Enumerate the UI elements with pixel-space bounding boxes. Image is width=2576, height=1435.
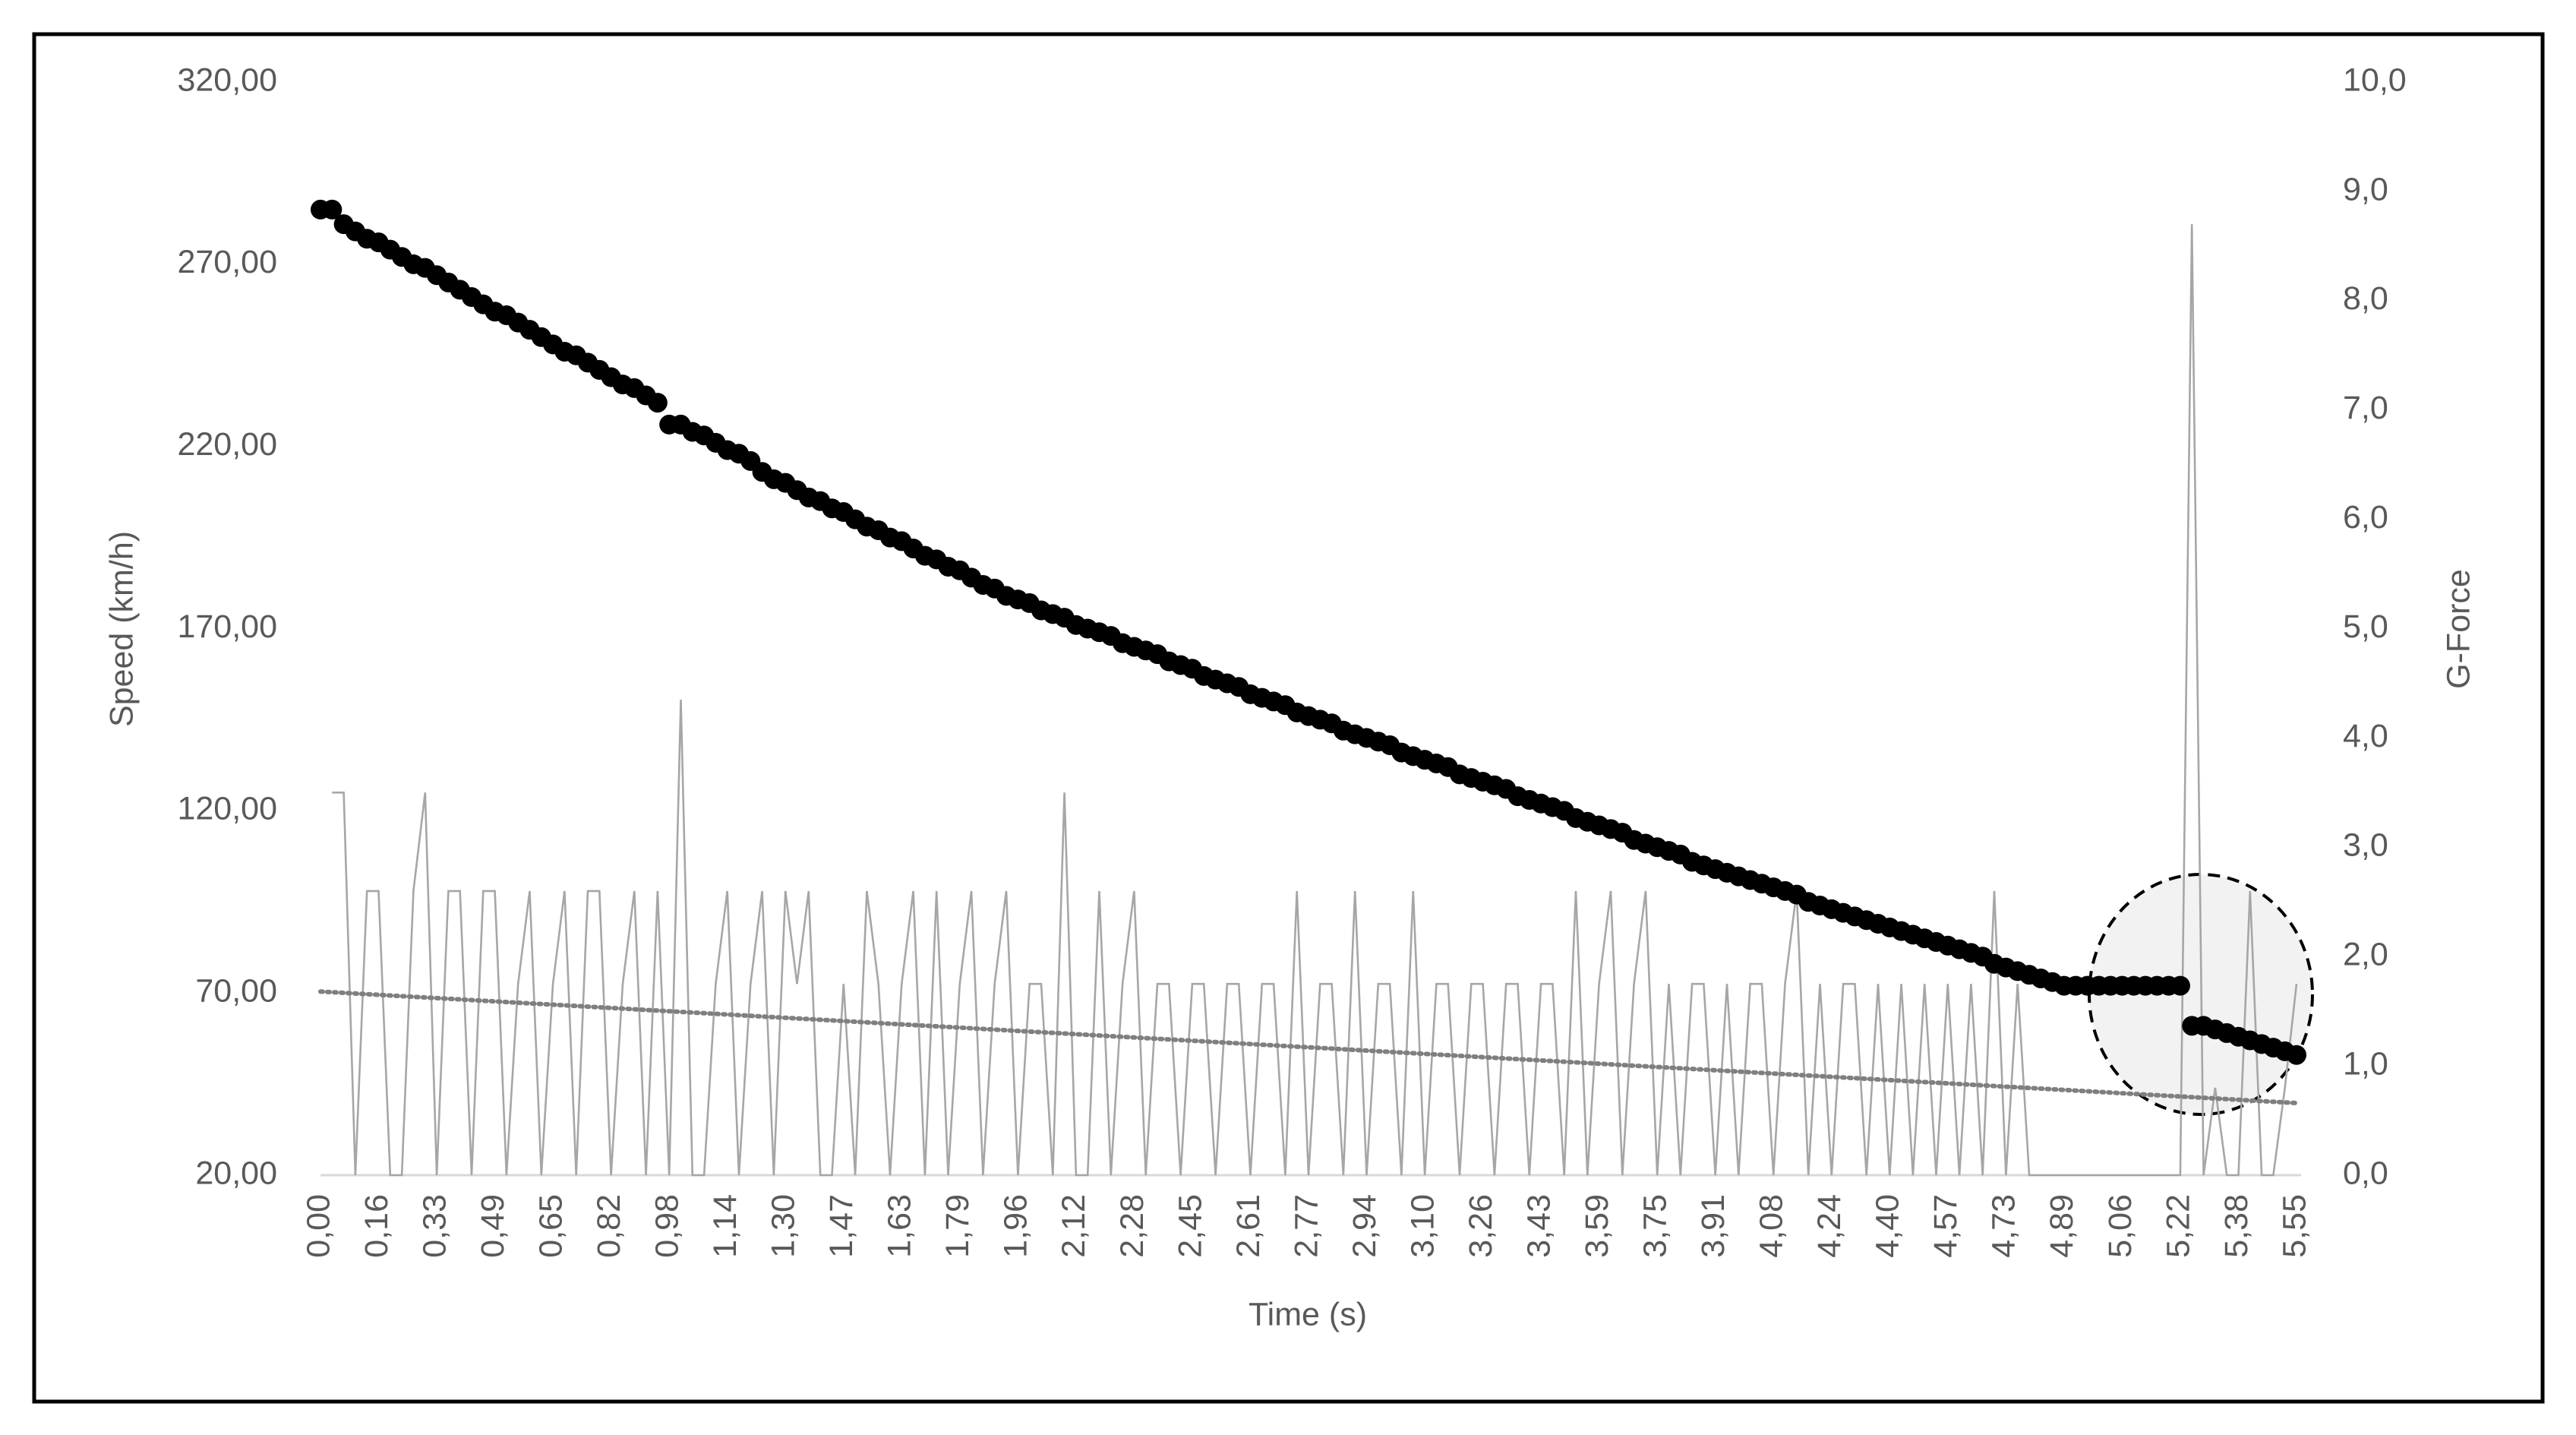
x-tick-label: 0,16 bbox=[358, 1194, 395, 1258]
y-tick-label: 320,00 bbox=[177, 62, 277, 98]
y2-tick-label: 0,0 bbox=[2343, 1155, 2388, 1191]
y2-tick-label: 8,0 bbox=[2343, 280, 2388, 317]
x-tick-label: 4,89 bbox=[2044, 1194, 2080, 1258]
y-axis-title: Speed (km/h) bbox=[103, 531, 140, 727]
y2-tick-label: 2,0 bbox=[2343, 937, 2388, 973]
x-tick-label: 1,79 bbox=[939, 1194, 976, 1258]
x-tick-label: 0,33 bbox=[416, 1194, 453, 1258]
x-tick-label: 5,55 bbox=[2276, 1194, 2312, 1258]
x-tick-label: 1,96 bbox=[998, 1194, 1034, 1258]
y2-tick-label: 9,0 bbox=[2343, 171, 2388, 207]
y-tick-label: 70,00 bbox=[195, 973, 277, 1010]
x-tick-label: 3,91 bbox=[1695, 1194, 1732, 1258]
x-tick-label: 3,59 bbox=[1579, 1194, 1615, 1258]
y2-tick-label: 1,0 bbox=[2343, 1045, 2388, 1082]
y-tick-label: 120,00 bbox=[177, 791, 277, 827]
y2-tick-label: 7,0 bbox=[2343, 390, 2388, 426]
x-tick-label: 0,98 bbox=[649, 1194, 686, 1258]
y-tick-label: 220,00 bbox=[177, 426, 277, 463]
x-tick-label: 2,61 bbox=[1230, 1194, 1267, 1258]
x-tick-label: 0,82 bbox=[591, 1194, 627, 1258]
y-tick-label: 170,00 bbox=[177, 608, 277, 645]
y2-tick-label: 3,0 bbox=[2343, 827, 2388, 864]
speed-marker bbox=[2287, 1045, 2306, 1065]
x-tick-label: 5,22 bbox=[2160, 1194, 2196, 1258]
x-tick-label: 1,63 bbox=[882, 1194, 918, 1258]
x-tick-label: 5,38 bbox=[2218, 1194, 2255, 1258]
x-tick-label: 0,00 bbox=[300, 1194, 336, 1258]
speed-marker bbox=[647, 393, 668, 413]
x-tick-label: 4,73 bbox=[1986, 1194, 2022, 1258]
y2-tick-label: 6,0 bbox=[2343, 499, 2388, 536]
x-tick-label: 4,24 bbox=[1811, 1194, 1848, 1258]
y2-tick-label: 5,0 bbox=[2343, 608, 2388, 645]
y2-tick-label: 10,0 bbox=[2343, 62, 2407, 98]
x-tick-label: 5,06 bbox=[2102, 1194, 2139, 1258]
x-tick-label: 4,40 bbox=[1870, 1194, 1906, 1258]
x-tick-label: 2,12 bbox=[1056, 1194, 1092, 1258]
x-tick-label: 1,47 bbox=[823, 1194, 860, 1258]
x-tick-label: 2,45 bbox=[1172, 1194, 1208, 1258]
x-tick-label: 2,94 bbox=[1346, 1194, 1383, 1258]
x-tick-label: 4,08 bbox=[1754, 1194, 1790, 1258]
chart-border bbox=[32, 32, 2545, 1404]
x-tick-label: 3,10 bbox=[1404, 1194, 1441, 1258]
y2-axis-title: G-Force bbox=[2440, 569, 2477, 689]
speed-marker bbox=[2170, 975, 2190, 996]
x-tick-label: 0,65 bbox=[532, 1194, 569, 1258]
x-axis-title: Time (s) bbox=[1249, 1296, 1367, 1332]
x-tick-label: 3,75 bbox=[1637, 1194, 1674, 1258]
x-tick-label: 2,28 bbox=[1114, 1194, 1151, 1258]
x-tick-label: 1,30 bbox=[766, 1194, 802, 1258]
g-force-line bbox=[332, 224, 2298, 1177]
x-tick-label: 4,57 bbox=[1927, 1194, 1964, 1258]
speed-marker bbox=[322, 199, 343, 220]
x-tick-label: 2,77 bbox=[1288, 1194, 1324, 1258]
y-tick-label: 20,00 bbox=[195, 1155, 277, 1191]
x-tick-label: 3,43 bbox=[1520, 1194, 1557, 1258]
x-tick-label: 0,49 bbox=[475, 1194, 511, 1258]
x-tick-label: 3,26 bbox=[1463, 1194, 1499, 1258]
x-tick-label: 1,14 bbox=[707, 1194, 743, 1258]
y-tick-label: 270,00 bbox=[177, 244, 277, 280]
trendline bbox=[318, 989, 2299, 1106]
y2-tick-label: 4,0 bbox=[2343, 718, 2388, 754]
